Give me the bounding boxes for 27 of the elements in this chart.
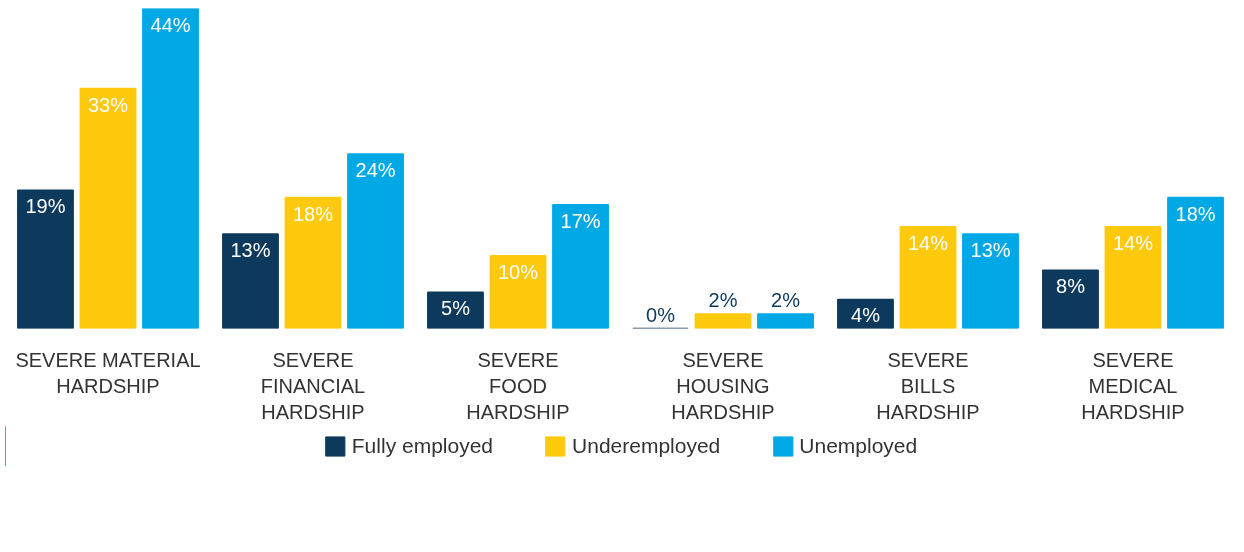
x-tick-label: SEVERE MATERIAL HARDSHIP <box>15 348 201 397</box>
data-label: 44% <box>150 13 191 36</box>
x-tick-label: SEVERE BILLS HARDSHIP <box>876 348 980 424</box>
data-label: 24% <box>355 158 396 181</box>
data-label: 19% <box>25 195 66 218</box>
data-label: 0% <box>646 303 676 326</box>
data-label: 10% <box>497 260 539 283</box>
data-label: 14% <box>1112 231 1154 254</box>
legend-label: Fully employed <box>351 434 494 458</box>
x-tick-label: SEVERE FINANCIAL HARDSHIP <box>260 348 366 424</box>
data-label: 2% <box>771 288 801 311</box>
data-label: 5% <box>441 297 471 320</box>
data-label: 18% <box>1175 202 1216 225</box>
data-label: 17% <box>560 209 601 232</box>
legend-label: Unemployed <box>799 434 918 458</box>
data-label: 4% <box>851 304 881 327</box>
data-label: 14% <box>907 231 949 254</box>
legend-label: Underemployed <box>572 434 721 458</box>
data-label: 2% <box>708 288 738 311</box>
data-label: 13% <box>970 238 1011 261</box>
data-label: 8% <box>1056 275 1086 298</box>
data-label: 33% <box>87 93 129 116</box>
data-label: 13% <box>230 238 271 261</box>
x-tick-label: SEVERE HOUSING HARDSHIP <box>671 348 775 424</box>
x-tick-label: SEVERE FOOD HARDSHIP <box>466 348 570 424</box>
data-label: 18% <box>292 202 334 225</box>
x-tick-label: SEVERE MEDICAL HARDSHIP <box>1081 348 1185 424</box>
